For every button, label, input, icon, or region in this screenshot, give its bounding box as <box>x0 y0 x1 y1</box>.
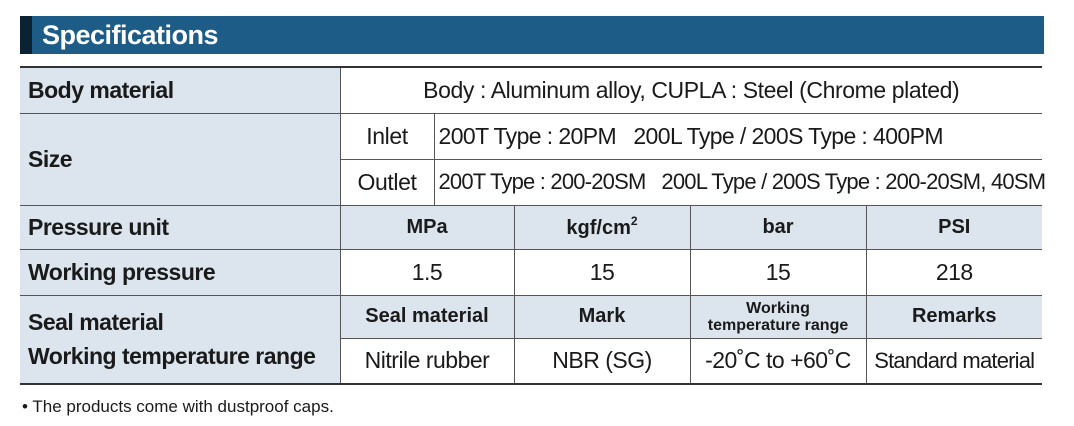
body-material-value: Body : Aluminum alloy, CUPLA : Steel (Ch… <box>339 66 1042 114</box>
seal-mark-value: NBR (SG) <box>513 337 691 385</box>
seal-header-temperature-line2: temperature range <box>707 316 849 334</box>
outlet-label: Outlet <box>340 158 435 206</box>
inlet-label: Inlet <box>339 112 435 160</box>
seal-label-line1: Seal material <box>28 309 164 336</box>
section-title: Specifications <box>42 20 219 50</box>
row-pressure-unit: Pressure unit MPa kgf/cm2 bar PSI <box>20 204 1042 250</box>
working-pressure-label: Working pressure <box>20 248 341 296</box>
row-size-outlet: Outlet 200T Type : 200-20SM 200L Type / … <box>20 158 1046 206</box>
seal-temperature-value: -20˚C to +60˚C <box>689 337 867 385</box>
title-accent-block <box>20 16 32 54</box>
size-label: Size <box>20 112 341 206</box>
seal-label-line2: Working temperature range <box>28 343 316 370</box>
seal-header-remarks: Remarks <box>865 294 1042 339</box>
row-size-inlet: Size Inlet 200T Type : 20PM 200L Type / … <box>20 112 1042 206</box>
unit-kgf-superscript: 2 <box>630 214 638 228</box>
pressure-bar: 15 <box>689 248 867 296</box>
row-seal-header: Seal material Working temperature range … <box>20 294 1042 385</box>
row-body-material: Body material Body : Aluminum alloy, CUP… <box>20 66 1042 114</box>
seal-header-temperature: Working temperature range <box>689 294 867 339</box>
pressure-psi: 218 <box>865 248 1042 296</box>
unit-bar: bar <box>689 204 867 250</box>
inlet-value: 200T Type : 20PM 200L Type / 200S Type :… <box>433 112 1042 160</box>
section-title-bar: Specifications <box>20 16 1044 54</box>
seal-remarks-value: Standard material <box>865 337 1042 385</box>
unit-kgf: kgf/cm2 <box>513 204 691 250</box>
seal-header-material: Seal material <box>339 294 515 339</box>
seal-label: Seal material Working temperature range <box>20 294 341 385</box>
body-material-label: Body material <box>20 66 341 114</box>
unit-kgf-text: kgf/cm <box>566 217 631 239</box>
row-seal-values: Nitrile rubber NBR (SG) -20˚C to +60˚C S… <box>20 337 1042 385</box>
pressure-kgf: 15 <box>513 248 691 296</box>
seal-header-temperature-line1: Working <box>746 299 810 317</box>
seal-header-mark: Mark <box>513 294 691 339</box>
row-working-pressure: Working pressure 1.5 15 15 218 <box>20 248 1042 296</box>
footnote: • The products come with dustproof caps. <box>22 397 334 416</box>
seal-material-value: Nitrile rubber <box>340 337 515 385</box>
pressure-unit-label: Pressure unit <box>20 204 341 250</box>
outlet-value: 200T Type : 200-20SM 200L Type / 200S Ty… <box>433 158 1046 206</box>
unit-mpa: MPa <box>339 204 515 250</box>
pressure-mpa: 1.5 <box>339 248 515 296</box>
specifications-table: Body material Body : Aluminum alloy, CUP… <box>20 66 1046 385</box>
unit-psi: PSI <box>865 204 1042 250</box>
